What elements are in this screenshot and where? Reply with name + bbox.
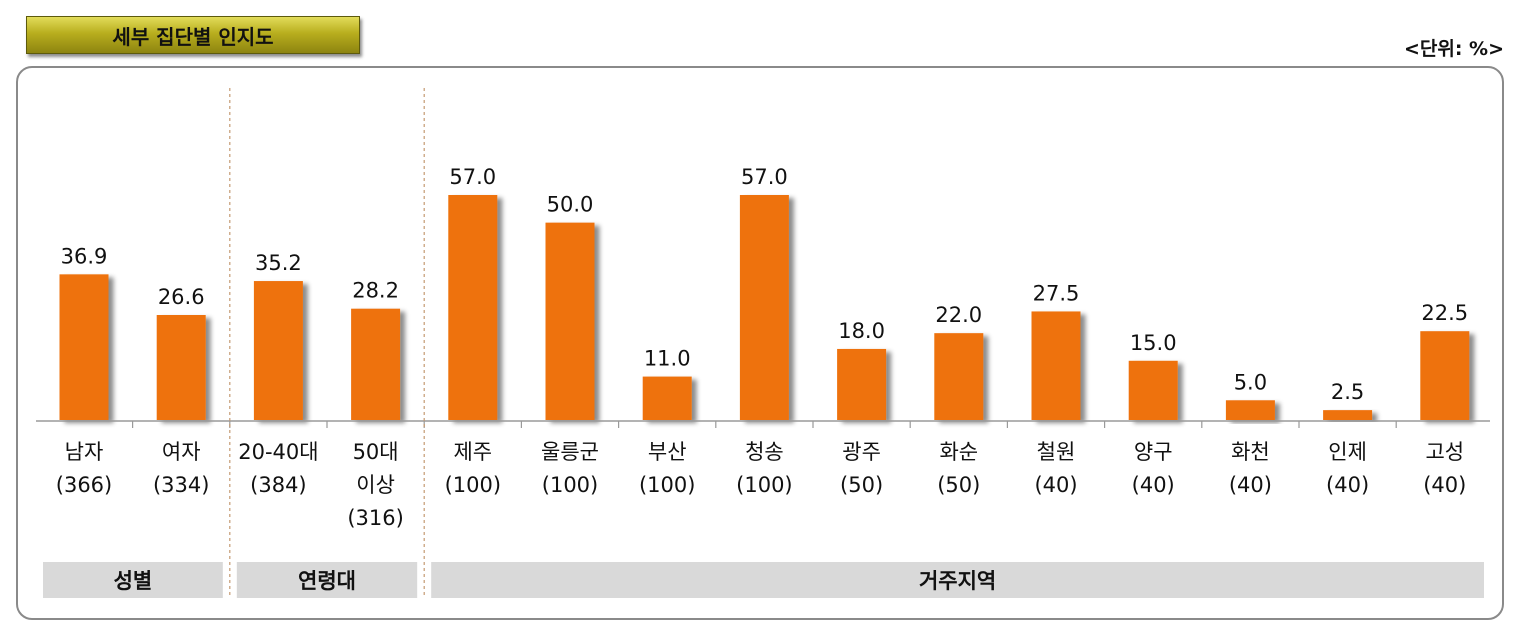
group-band	[431, 562, 1485, 598]
group-label: 성별	[114, 569, 153, 593]
category-label: 여자	[162, 440, 201, 464]
category-label: 양구	[1134, 440, 1173, 464]
bar	[739, 195, 789, 420]
bar	[1323, 410, 1373, 420]
value-label: 36.9	[61, 244, 108, 268]
bar	[1128, 360, 1178, 420]
category-label: 화천	[1231, 440, 1270, 464]
axis-layer	[36, 88, 1490, 598]
value-label: 15.0	[1130, 331, 1177, 355]
value-label: 18.0	[838, 319, 885, 343]
category-count-label: (316)	[347, 506, 403, 530]
category-label: 제주	[453, 440, 492, 464]
group-label: 연령대	[298, 569, 356, 593]
bar	[642, 376, 692, 420]
value-label: 22.5	[1421, 301, 1468, 325]
bar	[1420, 331, 1470, 420]
category-count-label: (100)	[639, 473, 695, 497]
chart-title: 세부 집단별 인지도	[112, 24, 274, 49]
value-label: 2.5	[1331, 380, 1364, 404]
category-label: 남자	[65, 440, 104, 464]
group-label: 거주지역	[919, 569, 996, 593]
bar	[837, 348, 887, 420]
category-label: 20-40대	[238, 440, 318, 464]
category-count-label: (334)	[153, 473, 209, 497]
value-label: 5.0	[1234, 370, 1267, 394]
bar	[934, 333, 984, 420]
category-count-label: (40)	[1229, 473, 1272, 497]
category-count-label: (50)	[937, 473, 980, 497]
bar	[545, 222, 595, 420]
label-layer: 36.9 남자 (366) 26.6 여자 (334) 35.2 20-40대 (384) 28.…	[56, 165, 1468, 530]
category-label: 울릉군	[541, 440, 599, 464]
category-label: 청송	[745, 440, 784, 464]
category-label: 이상	[356, 473, 395, 497]
value-label: 28.2	[352, 279, 399, 303]
bars-layer	[59, 195, 1470, 420]
category-count-label: (50)	[840, 473, 883, 497]
category-count-label: (384)	[250, 473, 306, 497]
bar	[1225, 400, 1275, 420]
category-count-label: (40)	[1423, 473, 1466, 497]
category-count-label: (100)	[445, 473, 501, 497]
category-count-label: (40)	[1132, 473, 1175, 497]
unit-label: <단위: %>	[1403, 38, 1504, 60]
value-label: 22.0	[935, 303, 982, 327]
category-count-label: (40)	[1034, 473, 1077, 497]
bar	[156, 315, 206, 420]
group-layer: 성별 연령대 거주지역	[43, 562, 1485, 598]
chart-title-box: 세부 집단별 인지도	[26, 16, 360, 54]
value-label: 50.0	[547, 193, 594, 217]
category-label: 인제	[1328, 440, 1367, 464]
category-label: 화순	[939, 440, 978, 464]
group-band	[43, 562, 223, 598]
category-label: 광주	[842, 440, 881, 464]
category-count-label: (100)	[736, 473, 792, 497]
value-label: 57.0	[449, 165, 496, 189]
bar	[59, 274, 109, 420]
category-count-label: (100)	[542, 473, 598, 497]
group-band	[236, 562, 418, 598]
category-label: 고성	[1425, 440, 1464, 464]
category-label: 철원	[1037, 440, 1076, 464]
bar	[448, 195, 498, 420]
category-count-label: (366)	[56, 473, 112, 497]
value-label: 26.6	[158, 285, 205, 309]
category-label: 부산	[648, 440, 687, 464]
bar	[253, 281, 303, 420]
bar	[1031, 311, 1081, 420]
category-count-label: (40)	[1326, 473, 1369, 497]
value-label: 35.2	[255, 251, 302, 275]
bar	[351, 308, 401, 420]
value-label: 57.0	[741, 165, 788, 189]
value-label: 27.5	[1033, 281, 1080, 305]
category-label: 50대	[353, 440, 399, 464]
value-label: 11.0	[644, 347, 691, 371]
